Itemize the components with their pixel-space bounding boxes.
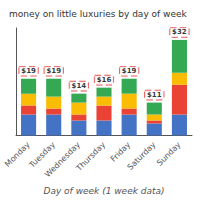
svg-text:Wednesday: Wednesday [43,140,82,179]
svg-text:Tuesday: Tuesday [27,140,57,170]
svg-text:Sunday: Sunday [155,140,183,168]
svg-text:$32: $32 [172,28,187,36]
svg-text:Day of week (1 week data): Day of week (1 week data) [43,186,164,196]
svg-text:money on little luxuries by da: money on little luxuries by day of week [9,9,188,19]
svg-text:$19: $19 [122,67,137,75]
svg-text:Saturday: Saturday [126,140,158,172]
svg-text:Friday: Friday [109,140,133,164]
svg-text:$14: $14 [72,82,87,90]
svg-text:$11: $11 [147,91,162,99]
svg-text:Monday: Monday [3,140,32,169]
svg-text:$16: $16 [97,76,112,84]
svg-text:$19: $19 [46,67,61,75]
svg-text:$19: $19 [21,67,36,75]
svg-text:Thursday: Thursday [74,140,108,174]
